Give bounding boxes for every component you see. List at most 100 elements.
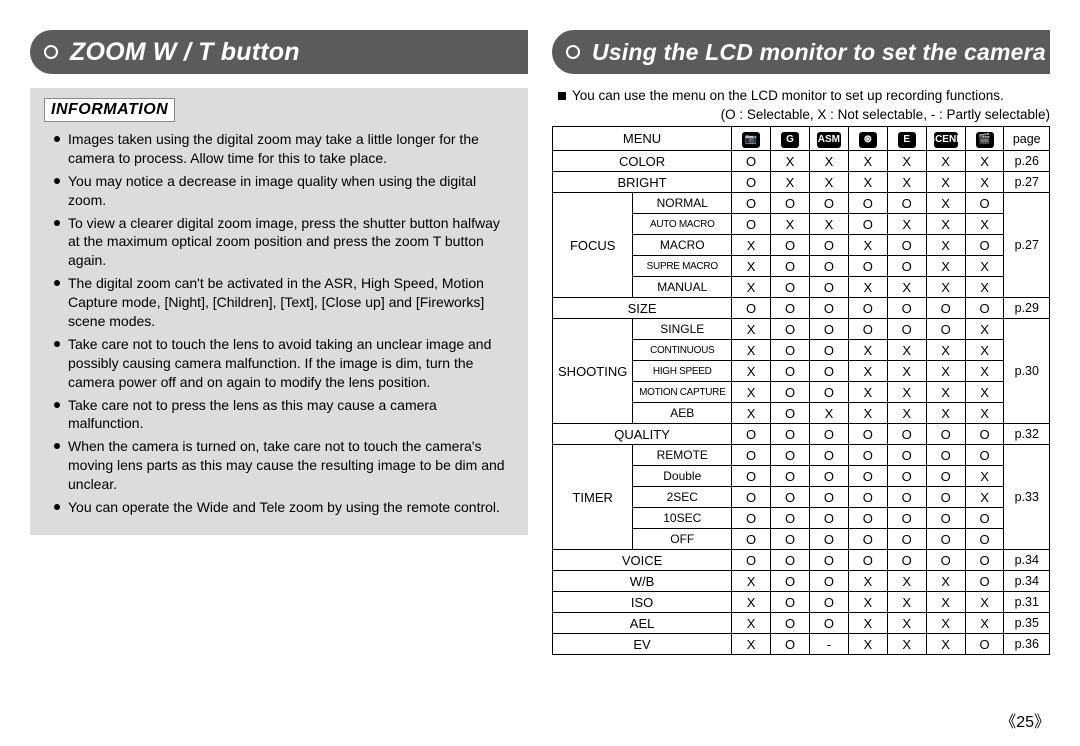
cell-value: O <box>887 508 926 529</box>
mode-icon: ASM <box>817 132 841 148</box>
cell-value: X <box>926 256 965 277</box>
row-sub-label: NORMAL <box>633 193 732 214</box>
cell-value: X <box>848 361 887 382</box>
table-row: ISOXOOXXXXp.31 <box>553 592 1050 613</box>
cell-value: X <box>732 634 771 655</box>
cell-value: O <box>809 529 848 550</box>
cell-value: X <box>965 403 1004 424</box>
row-sub-label: 10SEC <box>633 508 732 529</box>
cell-value: O <box>732 193 771 214</box>
cell-value: O <box>848 529 887 550</box>
information-box: INFORMATION Images taken using the digit… <box>30 88 528 535</box>
cell-value: X <box>848 592 887 613</box>
cell-value: O <box>887 487 926 508</box>
mode-header: 🎬 <box>965 127 1004 151</box>
cell-value: O <box>926 508 965 529</box>
cell-value: O <box>809 298 848 319</box>
row-label: ISO <box>553 592 732 613</box>
cell-value: O <box>771 487 810 508</box>
cell-value: O <box>848 298 887 319</box>
cell-value: O <box>965 235 1004 256</box>
row-sub-label: MANUAL <box>633 277 732 298</box>
information-item: Images taken using the digital zoom may … <box>68 130 514 168</box>
cell-value: O <box>965 508 1004 529</box>
cell-value: O <box>965 298 1004 319</box>
cell-value: O <box>732 214 771 235</box>
mode-header: E <box>887 127 926 151</box>
cell-value: X <box>887 592 926 613</box>
table-row: QUALITYOOOOOOOp.32 <box>553 424 1050 445</box>
page-ref: p.26 <box>1004 151 1050 172</box>
information-item: You can operate the Wide and Tele zoom b… <box>68 498 514 517</box>
row-label: EV <box>553 634 732 655</box>
cell-value: O <box>809 340 848 361</box>
right-column: Using the LCD monitor to set the camera … <box>552 30 1050 690</box>
cell-value: X <box>732 277 771 298</box>
cell-value: O <box>809 613 848 634</box>
cell-value: X <box>965 592 1004 613</box>
page-ref: p.33 <box>1004 445 1050 550</box>
cell-value: O <box>926 319 965 340</box>
cell-value: X <box>887 634 926 655</box>
cell-value: X <box>732 403 771 424</box>
cell-value: O <box>926 550 965 571</box>
cell-value: X <box>926 151 965 172</box>
cell-value: O <box>732 466 771 487</box>
cell-value: O <box>809 361 848 382</box>
cell-value: O <box>926 298 965 319</box>
menu-header-label: MENU <box>553 127 732 151</box>
cell-value: X <box>887 340 926 361</box>
cell-value: O <box>809 445 848 466</box>
cell-value: O <box>771 445 810 466</box>
cell-value: O <box>887 529 926 550</box>
cell-value: O <box>848 487 887 508</box>
cell-value: O <box>887 445 926 466</box>
cell-value: X <box>809 214 848 235</box>
mode-icon: E <box>898 132 916 148</box>
cell-value: X <box>732 256 771 277</box>
cell-value: X <box>887 403 926 424</box>
cell-value: X <box>848 382 887 403</box>
cell-value: O <box>732 424 771 445</box>
page-ref: p.34 <box>1004 550 1050 571</box>
cell-value: O <box>732 550 771 571</box>
row-label: AEL <box>553 613 732 634</box>
cell-value: O <box>887 319 926 340</box>
legend-text: (O : Selectable, X : Not selectable, - :… <box>552 107 1050 122</box>
cell-value: X <box>965 487 1004 508</box>
header-dot-icon <box>566 45 580 59</box>
cell-value: O <box>887 550 926 571</box>
row-sub-label: MOTION CAPTURE <box>633 382 732 403</box>
cell-value: X <box>965 466 1004 487</box>
cell-value: X <box>887 277 926 298</box>
cell-value: X <box>848 172 887 193</box>
cell-value: O <box>848 319 887 340</box>
table-row: SHOOTINGSINGLEXOOOOOXp.30 <box>553 319 1050 340</box>
cell-value: O <box>848 424 887 445</box>
cell-value: X <box>848 340 887 361</box>
cell-value: X <box>809 151 848 172</box>
cell-value: X <box>732 319 771 340</box>
information-item: To view a clearer digital zoom image, pr… <box>68 214 514 271</box>
cell-value: X <box>965 214 1004 235</box>
cell-value: X <box>771 214 810 235</box>
table-row: FOCUSNORMALOOOOOXOp.27 <box>553 193 1050 214</box>
information-item: You may notice a decrease in image quali… <box>68 172 514 210</box>
row-sub-label: AEB <box>633 403 732 424</box>
row-sub-label: Double <box>633 466 732 487</box>
square-bullet-icon <box>558 92 566 100</box>
row-group-label: SHOOTING <box>553 319 633 424</box>
cell-value: X <box>965 319 1004 340</box>
cell-value: O <box>732 445 771 466</box>
cell-value: X <box>732 361 771 382</box>
page-ref: p.32 <box>1004 424 1050 445</box>
cell-value: O <box>771 340 810 361</box>
cell-value: O <box>732 487 771 508</box>
information-item: Take care not to press the lens as this … <box>68 396 514 434</box>
mode-icon: G <box>781 132 799 148</box>
page-ref: p.34 <box>1004 571 1050 592</box>
row-sub-label: 2SEC <box>633 487 732 508</box>
cell-value: O <box>771 256 810 277</box>
information-list: Images taken using the digital zoom may … <box>44 130 514 517</box>
cell-value: X <box>926 235 965 256</box>
